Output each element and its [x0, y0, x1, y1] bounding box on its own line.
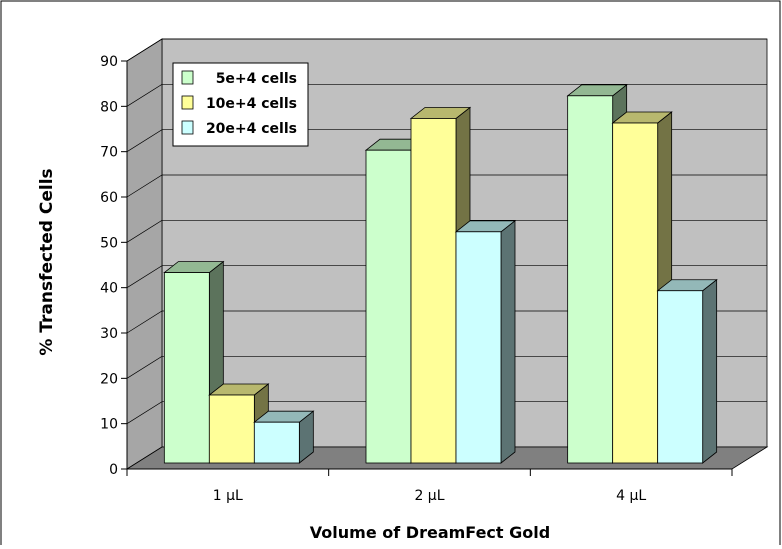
legend-swatch	[181, 70, 194, 85]
y-tick-label: 80	[100, 99, 118, 115]
legend-box	[172, 62, 309, 147]
gridline	[126, 38, 767, 62]
bar	[656, 278, 718, 464]
y-tick-label: 20	[100, 371, 118, 387]
bar-front	[567, 95, 614, 464]
side-wall	[126, 38, 163, 470]
bar-front	[612, 122, 659, 464]
x-axis-label: Volume of DreamFect Gold	[310, 523, 550, 542]
bar-front	[365, 149, 412, 464]
y-tick-label: 60	[100, 190, 118, 206]
legend-label: 10e+4 cells	[206, 96, 297, 112]
gridline	[126, 83, 767, 107]
bar	[253, 410, 315, 464]
y-axis-label: % Transfected Cells	[37, 168, 57, 355]
bar-front	[455, 231, 502, 464]
y-tick-label: 70	[100, 145, 118, 161]
y-tick-label: 90	[100, 54, 118, 70]
gridline	[126, 355, 767, 379]
y-tick-label: 10	[100, 417, 118, 433]
y-tick-label: 50	[100, 235, 118, 251]
gridline	[126, 174, 767, 198]
bar-front	[163, 272, 210, 464]
bar-front	[410, 118, 457, 464]
bar-side	[500, 219, 516, 464]
legend-swatch	[181, 120, 194, 135]
y-tick-label: 30	[100, 326, 118, 342]
gridline	[126, 265, 767, 288]
legend-label: 5e+4 cells	[216, 71, 297, 87]
x-tick-label: 4 µL	[616, 488, 646, 504]
bar-front	[208, 394, 255, 464]
legend-swatch	[181, 95, 194, 110]
bar-front	[657, 290, 704, 464]
bar	[208, 383, 270, 464]
y-tick-label: 0	[109, 462, 118, 478]
bar-front	[253, 421, 300, 464]
x-tick-label: 1 µL	[213, 488, 243, 504]
bar	[454, 219, 517, 464]
gridline	[126, 219, 767, 243]
bar-side	[702, 278, 718, 464]
y-tick-label: 40	[100, 281, 118, 297]
legend-label: 20e+4 cells	[206, 121, 297, 137]
gridline	[126, 129, 767, 152]
gridline	[126, 401, 767, 424]
x-tick-label: 2 µL	[414, 488, 444, 504]
gridline	[126, 310, 767, 334]
